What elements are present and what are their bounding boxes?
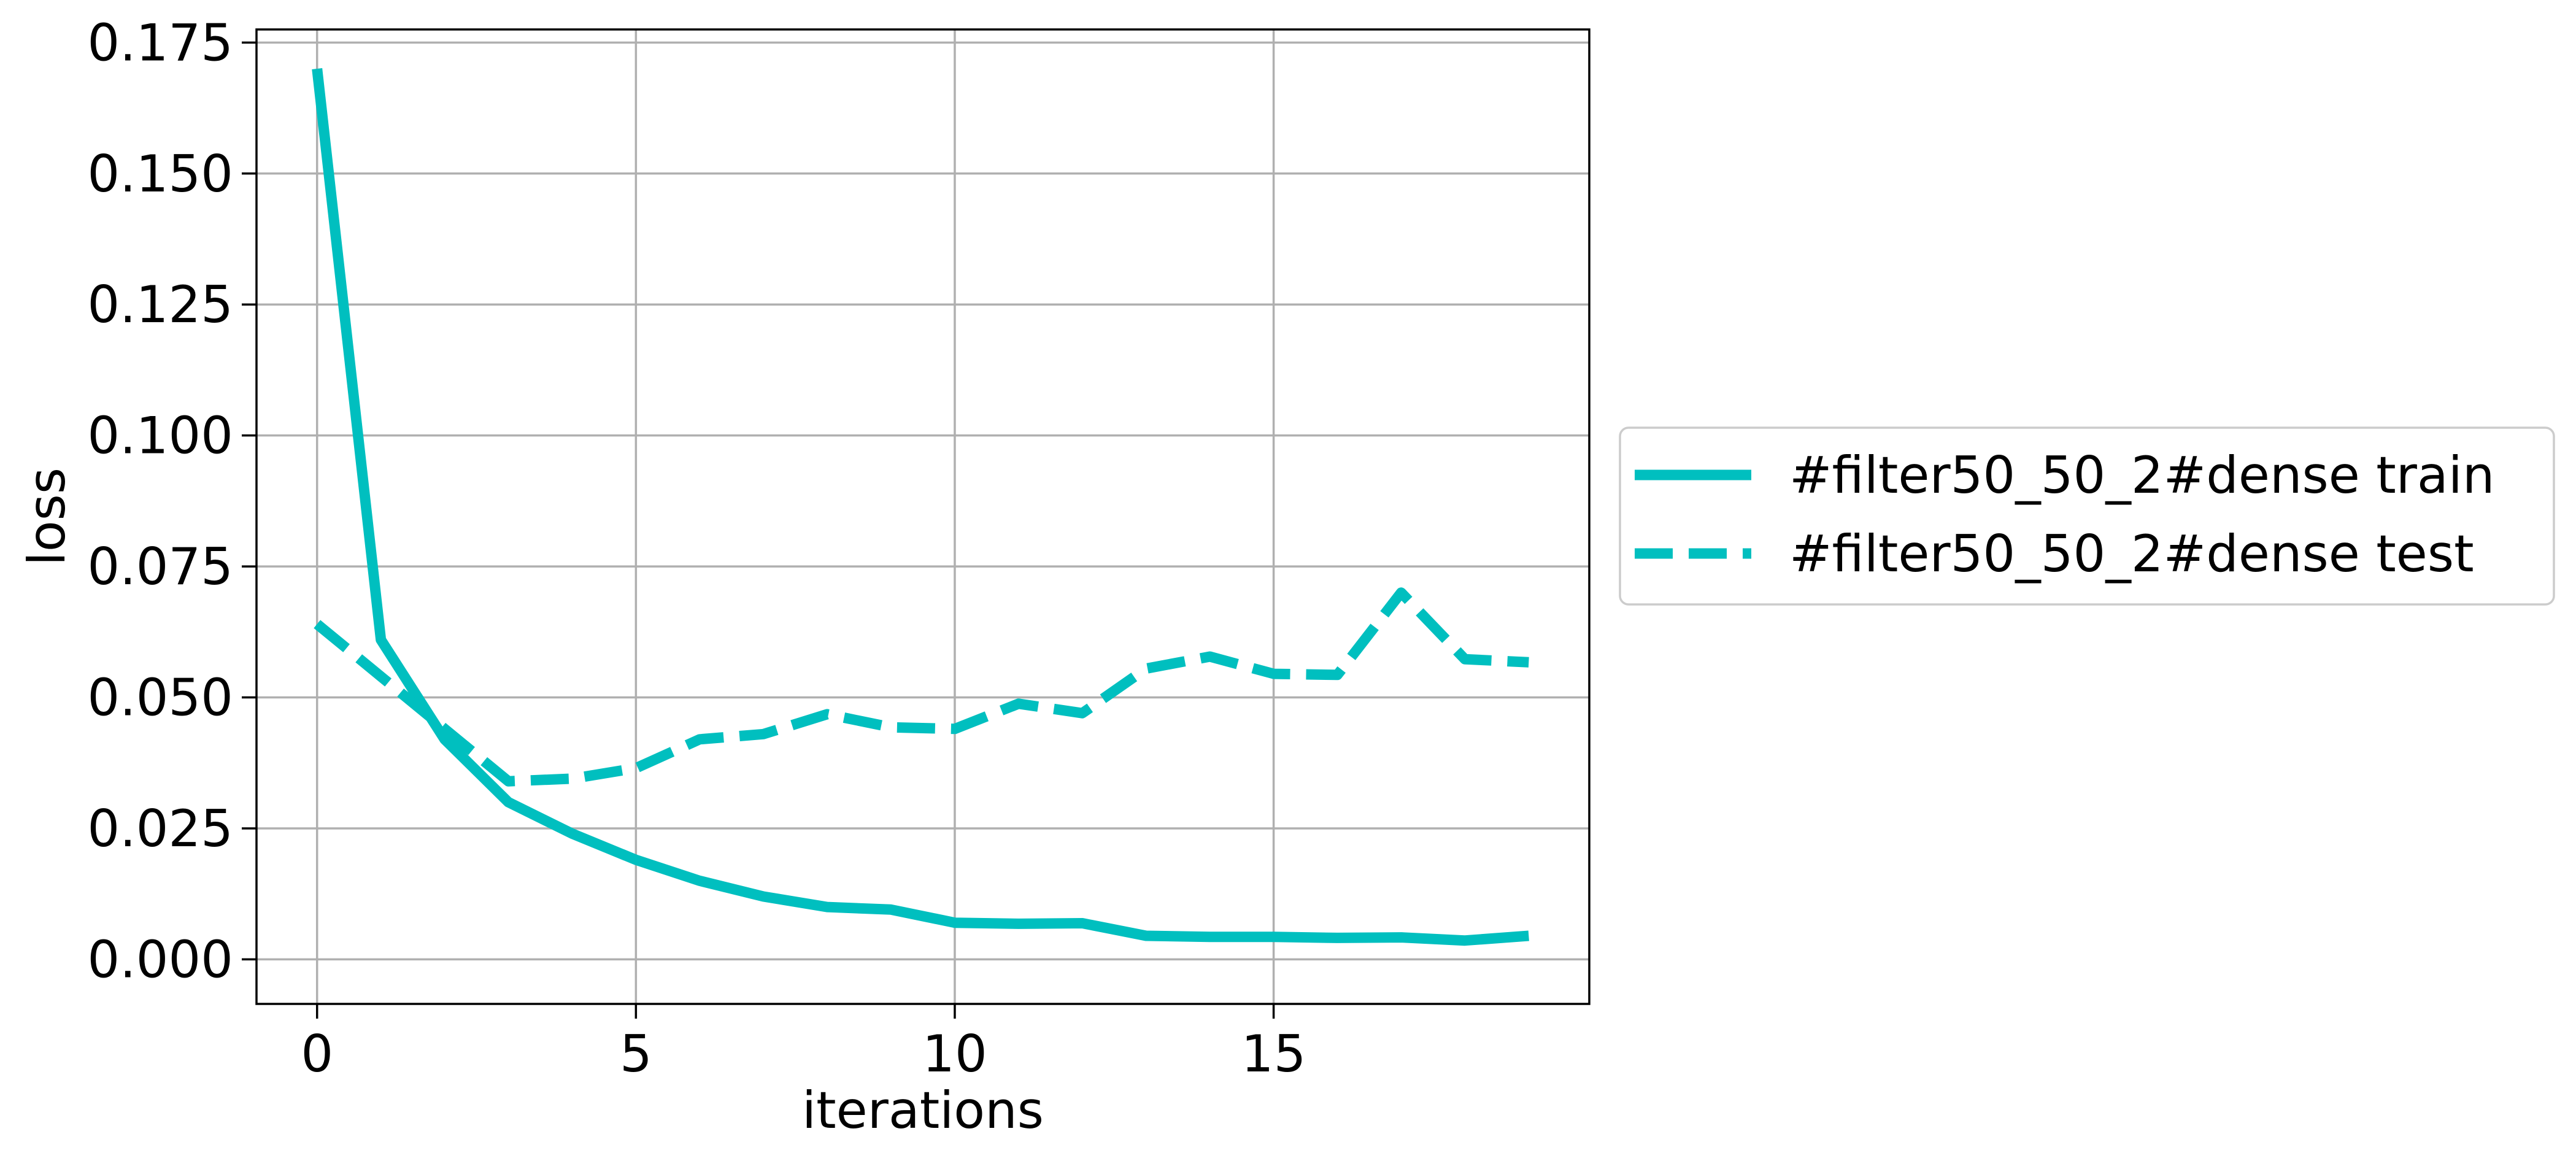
y-tick-label: 0.075 bbox=[87, 537, 233, 596]
grid bbox=[256, 29, 1589, 1004]
y-tick-label: 0.000 bbox=[87, 930, 233, 989]
x-tick-label: 15 bbox=[1241, 1024, 1306, 1084]
legend-label-train: #filter50_50_2#dense train bbox=[1789, 446, 2494, 505]
y-axis-label: loss bbox=[17, 468, 77, 566]
test-loss-line bbox=[314, 587, 1529, 787]
axis-ticks: 0 5 10 15 0.000 0.025 0.050 0.075 0.100 0.125 0.15… bbox=[87, 13, 1306, 1084]
legend-box bbox=[1619, 426, 2555, 606]
series-layer bbox=[312, 68, 1529, 946]
legend-label-test: #filter50_50_2#dense test bbox=[1789, 524, 2474, 584]
x-axis-label: iterations bbox=[802, 1081, 1044, 1140]
y-tick-label: 0.125 bbox=[87, 275, 233, 334]
x-tick-label: 5 bbox=[620, 1024, 652, 1084]
legend: #filter50_50_2#dense train #filter50_50_… bbox=[1619, 426, 2555, 606]
x-tick-label: 10 bbox=[922, 1024, 987, 1084]
train-loss-line bbox=[312, 68, 1529, 946]
y-tick-label: 0.150 bbox=[87, 144, 233, 204]
plot-frame bbox=[255, 28, 1591, 1005]
y-tick-label: 0.025 bbox=[87, 799, 233, 858]
x-tick-label: 0 bbox=[301, 1024, 333, 1084]
y-tick-label: 0.175 bbox=[87, 13, 233, 72]
y-tick-label: 0.100 bbox=[87, 406, 233, 466]
y-tick-label: 0.050 bbox=[87, 668, 233, 728]
